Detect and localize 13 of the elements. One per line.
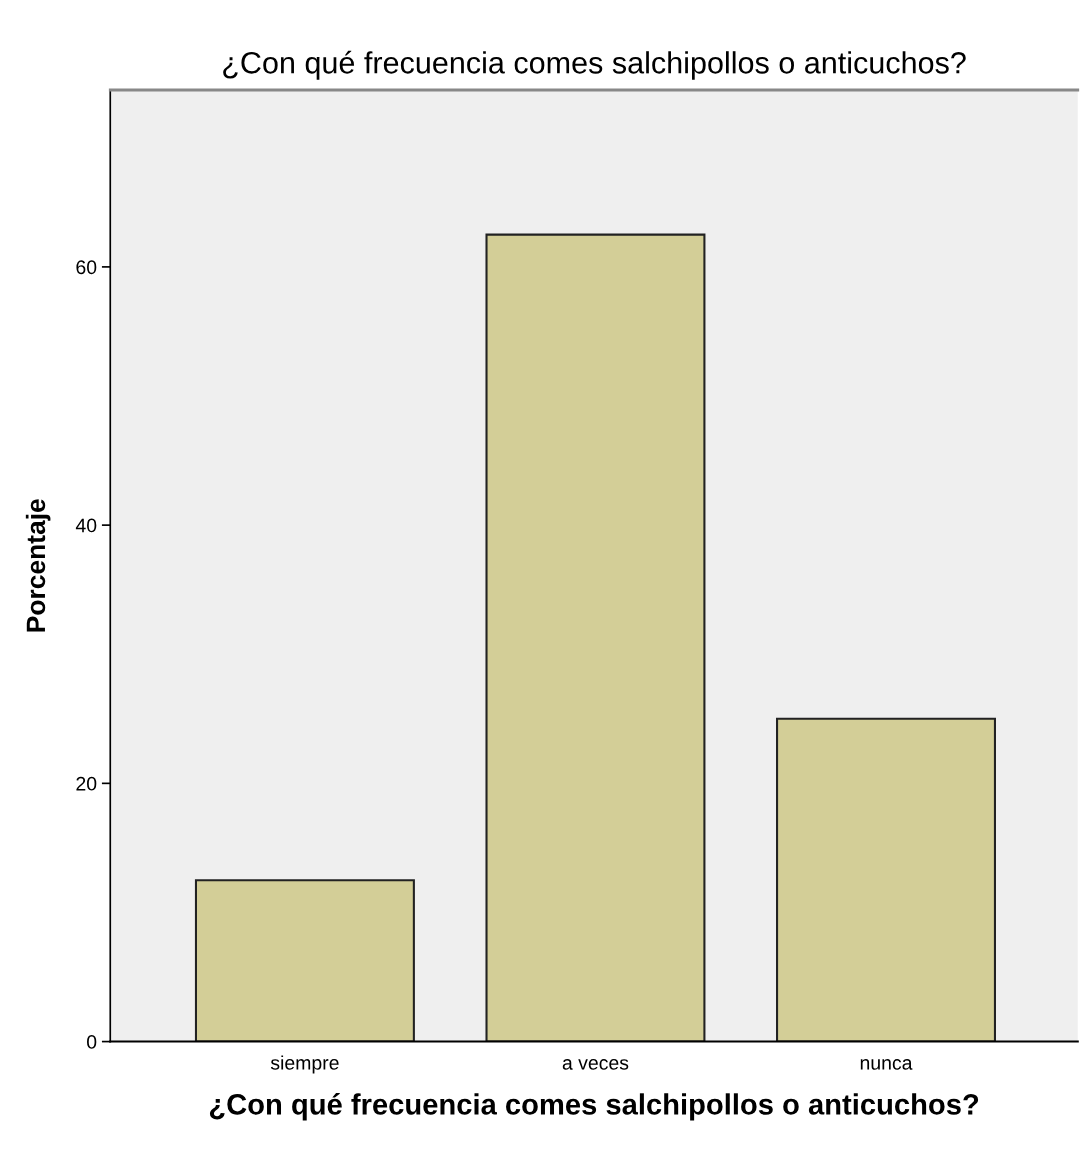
y-tick-label: 20: [76, 776, 97, 791]
x-tick-label: nunca: [860, 1059, 913, 1070]
y-tick-label: 60: [76, 260, 97, 275]
y-axis-title: Porcentaje: [25, 499, 51, 632]
x-axis-title: ¿Con qué frecuencia comes salchipollos o anticuchos?: [209, 1093, 979, 1121]
y-tick-label: 0: [87, 1035, 97, 1049]
bar: [485, 233, 706, 1042]
y-tick-label: 40: [75, 518, 97, 533]
x-tick-label: a veces: [562, 1059, 629, 1070]
bar: [194, 879, 415, 1042]
bar: [776, 717, 996, 1042]
chart-title: ¿Con qué frecuencia comes salchipollos o anticuchos?: [223, 50, 966, 80]
x-tick-label: siempre: [270, 1055, 339, 1074]
